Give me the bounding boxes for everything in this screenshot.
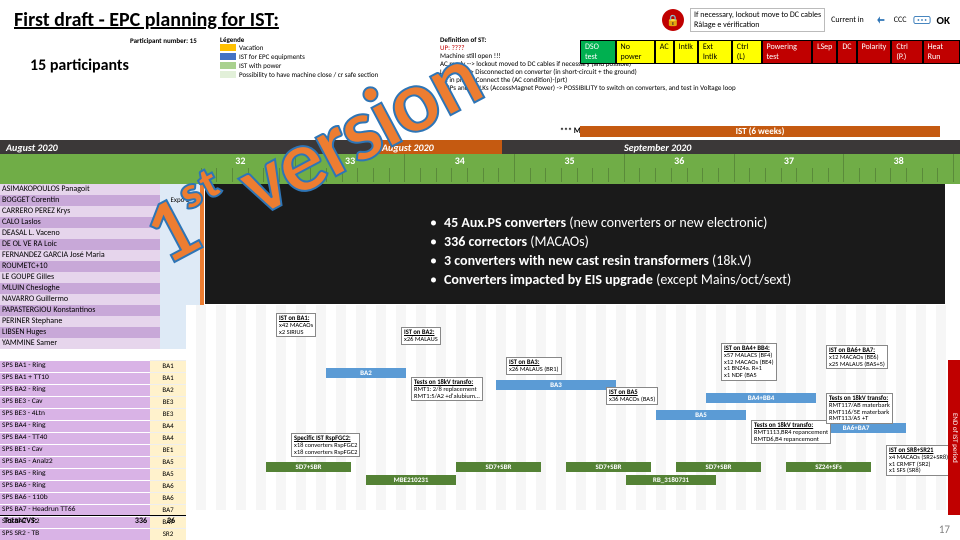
summary-bullets: 45 Aux.PS converters (new converters or … xyxy=(390,214,791,290)
sps-rows: SPS BA1 - RingSPS BA1 + TT10SPS BA2 - Ri… xyxy=(0,360,150,540)
day-row xyxy=(186,168,954,182)
bullet-4: Converters impacted by EIS upgrade (exce… xyxy=(430,271,791,290)
bullet-1: 45 Aux.PS converters (new converters or … xyxy=(430,214,791,233)
ccc-label: CCC xyxy=(894,15,907,25)
bullet-2: 336 correctors (MACAOs) xyxy=(430,233,791,252)
page-number: 17 xyxy=(939,523,950,536)
plug-icon xyxy=(870,13,888,27)
color-legend: Légende VacationIST for EPC equipmentsIS… xyxy=(220,36,378,80)
page-title: First draft - EPC planning for IST: xyxy=(14,8,279,32)
bullet-3: 3 converters with new cast resin transfo… xyxy=(430,252,791,271)
total-a: 336 xyxy=(126,516,156,526)
test-phase-band: DSO testNo powerACIntlkExt IntlkCtrl (L)… xyxy=(580,40,960,64)
total-b: 36 xyxy=(156,516,186,526)
dash-icon xyxy=(913,13,931,27)
total-row: Total CVS: 336 36 xyxy=(0,515,186,526)
sps-code-col: BA1BA1BA2BE3BE3BA4BA4BE1BA5BA5BA6BA6BA7B… xyxy=(150,360,186,540)
current-in-label: Current in xyxy=(831,15,864,25)
month-header: August 2020August 2020September 2020 xyxy=(0,140,960,154)
ist-band: IST (6 weeks) xyxy=(580,126,940,137)
ok-label: OK xyxy=(937,14,950,27)
week-numbers: 32333435363738 xyxy=(186,154,954,168)
total-label: Total CVS: xyxy=(0,516,126,526)
lockout-note: If necessary, lockout move to DC cables … xyxy=(690,8,825,32)
participant-names: ASIMAKOPOULOS PanagoitBOGGET CorentinCAR… xyxy=(0,184,160,349)
end-ist-side: END of IST period xyxy=(948,360,960,515)
lock-icon: 🔒 xyxy=(662,9,684,31)
top-legend-row: 🔒 If necessary, lockout move to DC cable… xyxy=(662,8,950,32)
participants-count: 15 participants xyxy=(30,56,129,75)
participant-number: Participant number: 15 xyxy=(130,36,197,45)
gantt-zone: BA2BA3BA5BA4+BB4BA6+BA7SD7+SBRSD7+SBRSD7… xyxy=(186,305,954,510)
